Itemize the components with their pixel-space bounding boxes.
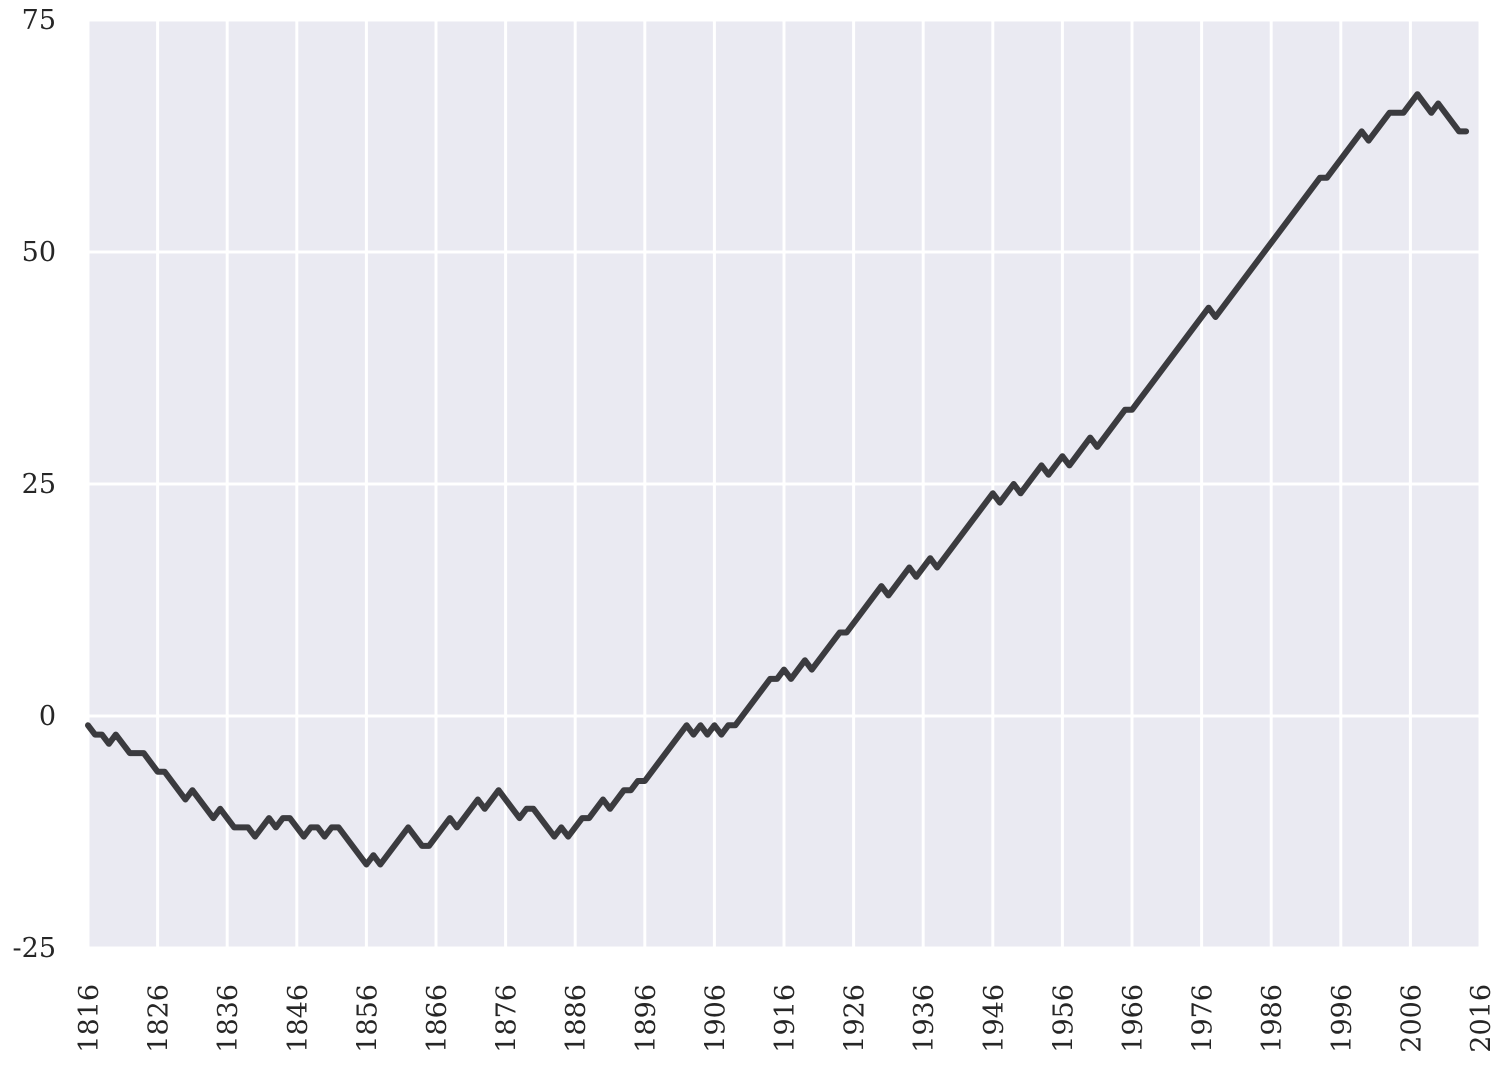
x-tick-label: 1926 (840, 984, 871, 1053)
x-tick-label: 1886 (561, 984, 592, 1053)
x-tick-label: 2006 (1396, 984, 1427, 1053)
y-tick-label: 75 (22, 5, 56, 36)
x-tick-label: 1856 (352, 984, 383, 1053)
x-tick-label: 1826 (144, 984, 175, 1053)
x-tick-label: 1916 (770, 984, 801, 1053)
y-tick-label: 25 (22, 469, 56, 500)
y-tick-label: -25 (13, 933, 56, 964)
x-tick-label: 1946 (979, 984, 1010, 1053)
x-tick-label: 1846 (283, 984, 314, 1053)
x-tick-label: 1816 (74, 984, 105, 1053)
x-tick-label: 1936 (909, 984, 940, 1053)
y-tick-label: 0 (39, 701, 56, 732)
x-tick-label: 1876 (492, 984, 523, 1053)
x-tick-label: 1866 (422, 984, 453, 1053)
x-tick-label: 1836 (213, 984, 244, 1053)
data-line (85, 91, 1470, 868)
x-tick-label: 1906 (700, 984, 731, 1053)
x-tick-label: 1966 (1118, 984, 1149, 1053)
x-tick-label: 1986 (1257, 984, 1288, 1053)
x-tick-label: 1996 (1327, 984, 1358, 1053)
x-tick-label: 2016 (1466, 984, 1492, 1053)
y-tick-label: 50 (22, 237, 56, 268)
x-tick-label: 1976 (1188, 984, 1219, 1053)
x-tick-label: 1896 (631, 984, 662, 1053)
x-tick-label: 1956 (1048, 984, 1079, 1053)
